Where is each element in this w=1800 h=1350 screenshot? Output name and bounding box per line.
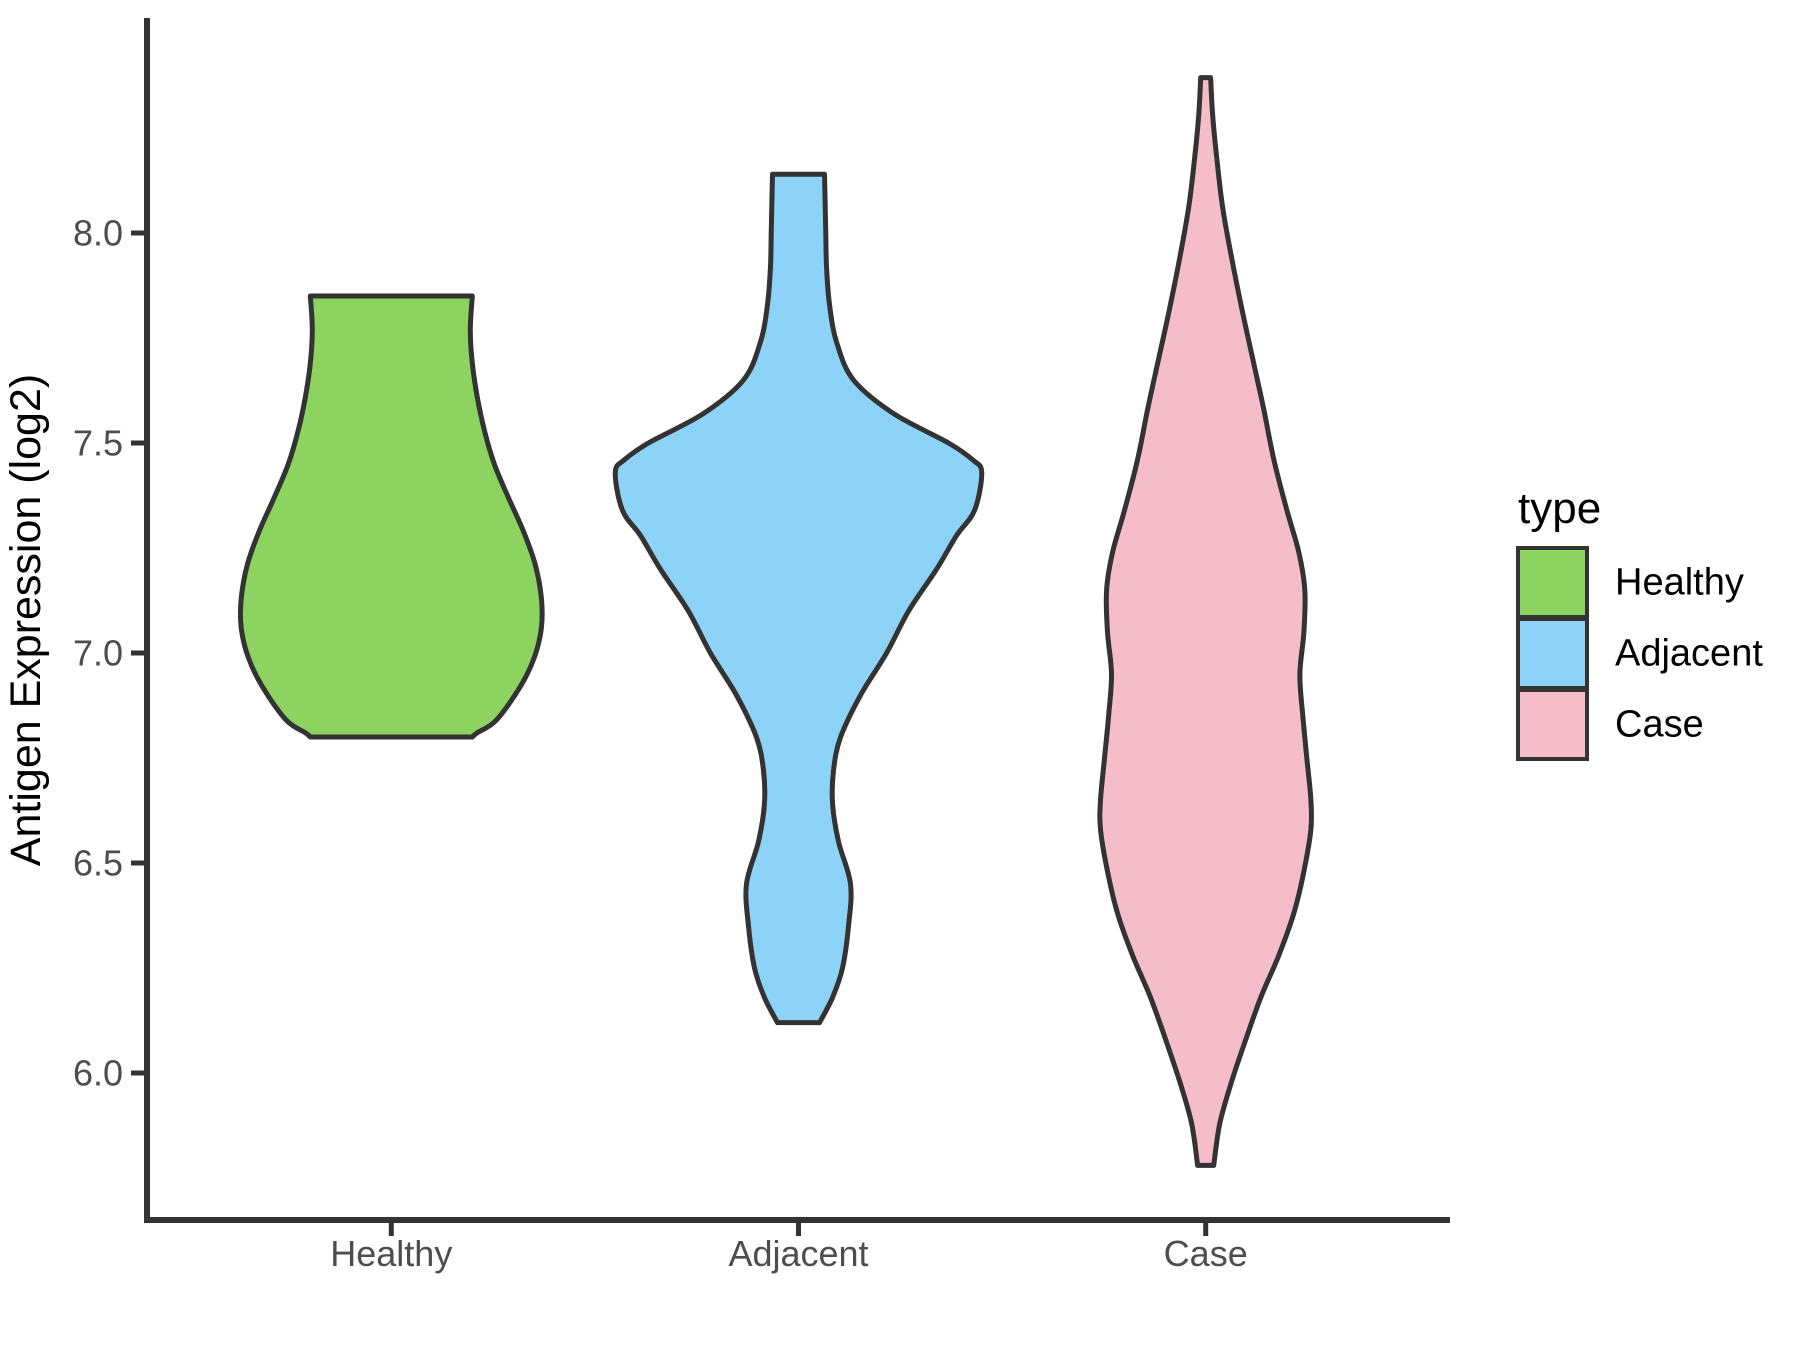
legend-entries: Healthy Adjacent Case: [1516, 546, 1763, 761]
legend-label-case: Case: [1615, 704, 1704, 746]
y-tick-label: 7.5: [73, 423, 123, 464]
y-tick-label: 8.0: [73, 213, 123, 254]
violin-adjacent: [612, 171, 985, 1026]
x-tick-label-adjacent: Adjacent: [728, 1233, 868, 1274]
legend-key-adjacent: [1516, 617, 1589, 690]
y-axis-ticks: 8.0 7.5 7.0 6.5 6.0: [73, 213, 147, 1094]
x-tick-label-healthy: Healthy: [330, 1233, 452, 1274]
y-tick-label: 7.0: [73, 633, 123, 674]
x-axis-ticks: Healthy Adjacent Case: [330, 1220, 1248, 1274]
violins-layer: [237, 75, 1315, 1168]
violin-case: [1097, 75, 1315, 1168]
violin-healthy: [237, 293, 545, 740]
legend-key-healthy: [1516, 546, 1589, 619]
legend-title: type: [1518, 484, 1601, 533]
legend-entry-case: Case: [1516, 688, 1704, 761]
legend-key-case: [1516, 688, 1589, 761]
y-tick-label: 6.0: [73, 1053, 123, 1094]
y-tick-label: 6.5: [73, 843, 123, 884]
legend-entry-healthy: Healthy: [1516, 546, 1744, 619]
x-tick-label-case: Case: [1164, 1233, 1248, 1274]
y-axis-title: Antigen Expression (log2): [2, 374, 50, 866]
legend-label-healthy: Healthy: [1615, 562, 1744, 604]
legend: type Healthy Adjacent Case: [1516, 484, 1763, 761]
legend-entry-adjacent: Adjacent: [1516, 617, 1763, 690]
legend-label-adjacent: Adjacent: [1615, 633, 1763, 675]
